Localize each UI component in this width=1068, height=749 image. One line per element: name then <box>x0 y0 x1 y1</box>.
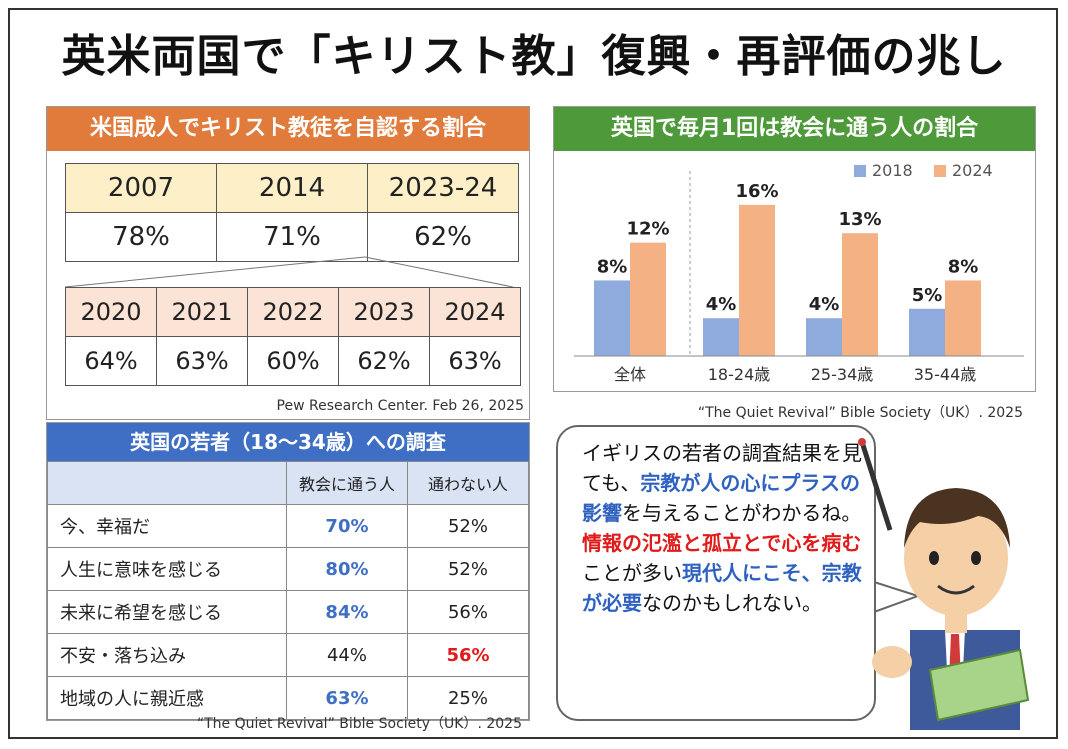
survey-not-value: 56% <box>406 633 530 677</box>
speech-bubble <box>556 425 876 721</box>
sub-value-cell: 63% <box>429 336 521 386</box>
page-title: 英米両国で「キリスト教」復興・再評価の兆し <box>61 31 1007 82</box>
bar-chart: 2018 20248%12%全体4%16%18-24歳4%13%25-34歳5%8… <box>574 161 1024 384</box>
uk-church-chart-panel: 英国で毎月1回は教会に通う人の割合 2018 2024 8% 12% 全体 4% 16% 18… <box>553 106 1036 392</box>
sub-value-cell: 60% <box>247 336 339 386</box>
sub-year-cell: 2022 <box>247 287 339 337</box>
main-year-table: 2007 2014 2023-24 78% 71% 62% <box>65 163 519 262</box>
survey-row: 不安・落ち込み 44% 56% <box>47 633 530 677</box>
survey-attend-value: 70% <box>285 504 408 548</box>
bar <box>806 318 842 356</box>
survey-row-label: 人生に意味を感じる <box>47 547 287 591</box>
survey-attend-value: 80% <box>285 547 408 591</box>
speech-part: ことが多い <box>582 561 682 585</box>
survey-table: 教会に通う人 通わない人 今、幸福だ 70% 52% 人生に意味を感じる 80% 52% 未… <box>47 461 530 720</box>
bar <box>703 318 739 356</box>
speech-warning: 情報の氾濫と孤立とで心を病む <box>582 531 862 555</box>
main-year-cell: 2014 <box>216 163 368 213</box>
survey-attend-value: 63% <box>285 676 408 720</box>
category-label: 25-34歳 <box>811 365 874 384</box>
bar <box>630 242 666 356</box>
us-christian-panel: 米国成人でキリスト教徒を自認する割合 2007 2014 2023-24 78%… <box>46 106 530 420</box>
bar <box>842 233 878 356</box>
data-label: 12% <box>626 219 669 240</box>
main-year-cell: 2023-24 <box>367 163 519 213</box>
chart-title: 英国で毎月1回は教会に通う人の割合 <box>554 107 1035 151</box>
legend-swatch <box>934 165 946 177</box>
speech-part: なのかもしれない。 <box>642 591 822 615</box>
bar <box>594 280 630 356</box>
sub-value-cell: 63% <box>156 336 248 386</box>
main-value-cell: 62% <box>367 212 519 262</box>
survey-row: 地域の人に親近感 63% 25% <box>47 676 530 720</box>
category-label: 35-44歳 <box>914 365 977 384</box>
hair <box>904 488 1010 548</box>
col-not-header: 通わない人 <box>406 461 530 505</box>
presenter-illustration <box>858 438 1030 730</box>
survey-row-label: 不安・落ち込み <box>47 633 287 677</box>
speech-highlight: 現代人にこそ、宗教が必要 <box>582 561 862 615</box>
survey-not-value: 52% <box>406 504 530 548</box>
speech-highlight: 宗教が人の心にプラスの影響 <box>582 471 861 525</box>
legend-label: 2018 <box>872 161 913 180</box>
sub-year-cell: 2023 <box>338 287 430 337</box>
sub-year-cell: 2024 <box>429 287 521 337</box>
face <box>904 500 1008 616</box>
category-label: 18-24歳 <box>708 365 771 384</box>
category-label: 全体 <box>614 365 646 384</box>
data-label: 8% <box>948 256 979 277</box>
speech-text: イギリスの若者の調査結果を見ても、宗教が人の心にプラスの影響を与えることがわかる… <box>582 438 872 618</box>
data-label: 13% <box>838 209 881 230</box>
us-panel-header: 米国成人でキリスト教徒を自認する割合 <box>47 107 529 151</box>
uk-youth-survey-panel: 英国の若者（18〜34歳）への調査 教会に通う人 通わない人 今、幸福だ 70% 5… <box>46 422 530 721</box>
survey-source: “The Quiet Revival” Bible Society（UK）. 2… <box>196 716 522 732</box>
bar <box>909 308 945 356</box>
main-year-cell: 2007 <box>65 163 217 213</box>
data-label: 5% <box>912 285 943 306</box>
speech-part: イギリスの若者の調査結果を見ても、 <box>582 441 862 495</box>
survey-row: 今、幸福だ 70% 52% <box>47 504 530 548</box>
pointer-stick <box>859 441 893 531</box>
legend-swatch <box>854 165 866 177</box>
bar <box>739 204 775 356</box>
data-label: 4% <box>706 294 737 315</box>
survey-corner <box>47 461 287 505</box>
speech-part: を与えることがわかるね。 <box>622 501 862 525</box>
outer-frame <box>8 8 1058 739</box>
sub-year-cell: 2021 <box>156 287 248 337</box>
data-label: 8% <box>597 256 628 277</box>
col-attend-header: 教会に通う人 <box>285 461 408 505</box>
hand <box>872 646 912 678</box>
chart-source: “The Quiet Revival” Bible Society（UK）. 2… <box>697 405 1023 421</box>
survey-header: 英国の若者（18〜34歳）への調査 <box>47 423 529 461</box>
data-label: 4% <box>809 294 840 315</box>
sub-value-cell: 64% <box>65 336 157 386</box>
bar <box>945 280 981 356</box>
expand-lines <box>64 256 514 288</box>
survey-attend-value: 84% <box>285 590 408 634</box>
data-label: 16% <box>735 181 778 202</box>
survey-not-value: 25% <box>406 676 530 720</box>
survey-row: 人生に意味を感じる 80% 52% <box>47 547 530 591</box>
legend-label: 2024 <box>952 161 993 180</box>
survey-row-label: 地域の人に親近感 <box>47 676 287 720</box>
notebook <box>928 648 1030 722</box>
main-value-cell: 78% <box>65 212 217 262</box>
us-source: Pew Research Center. Feb 26, 2025 <box>276 398 524 414</box>
sub-year-table: 2020 2021 2022 2023 2024 64% 63% 60% 62%… <box>65 287 521 386</box>
